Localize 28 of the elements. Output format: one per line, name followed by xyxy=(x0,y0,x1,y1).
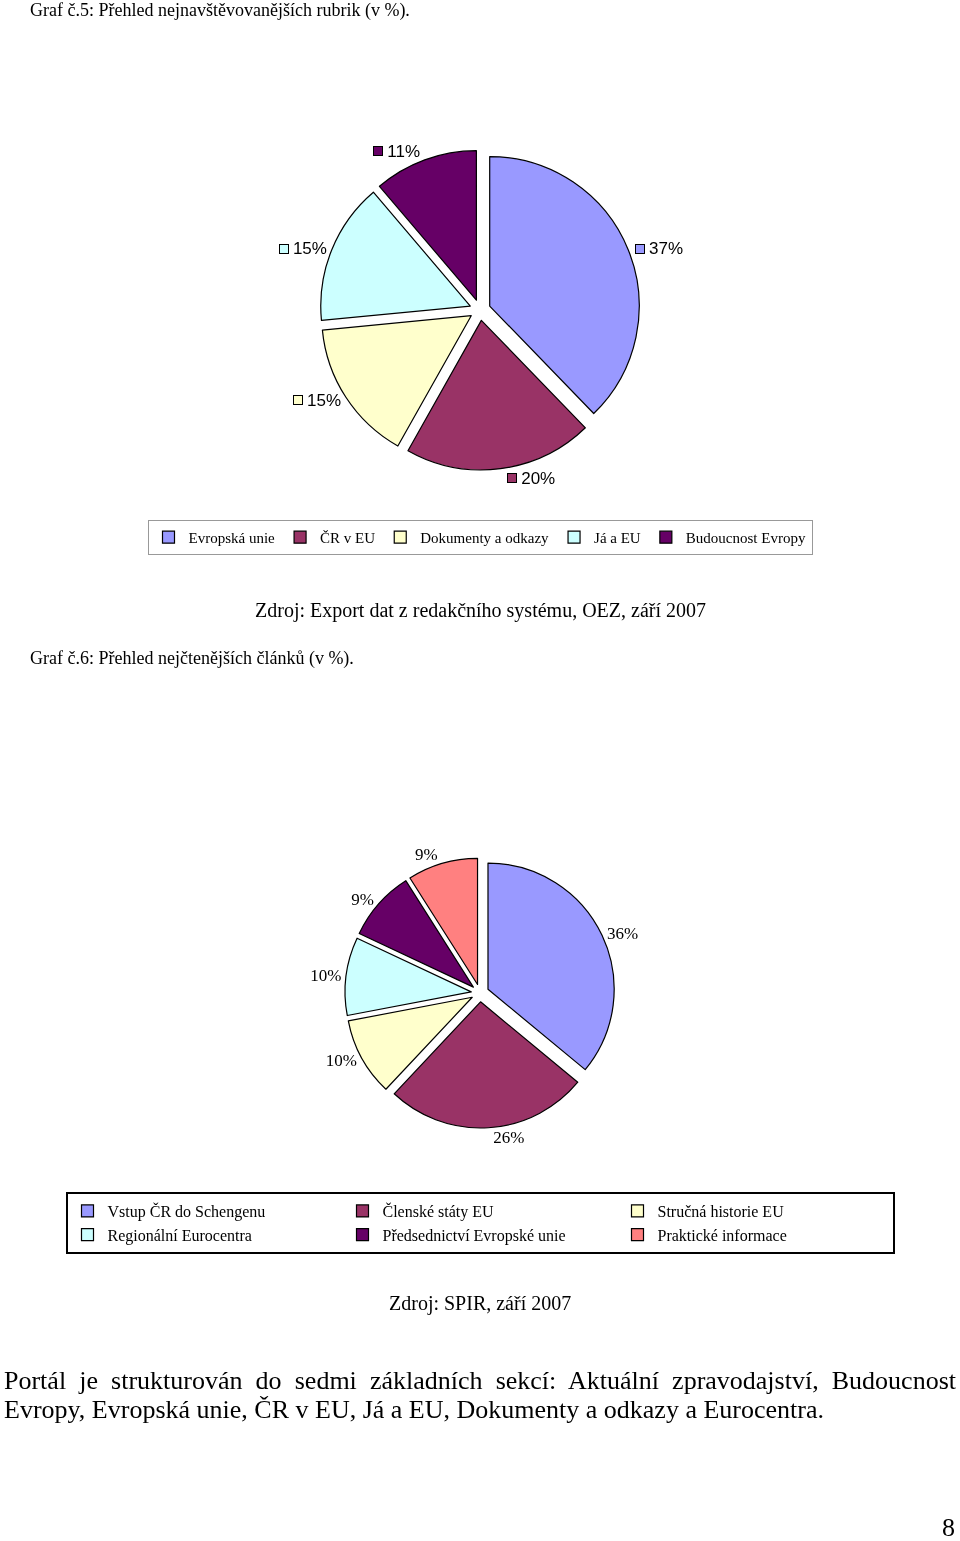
text: Portál je strukturován do sedmi základních sekcí: Aktuální zpravodajství, Budoucnost Evropy, Evropská unie, ČR v EU, Já a EU, Dokumenty a odkazy a Eurocentra. xyxy=(4,1366,956,1425)
text: 8 xyxy=(941,1513,955,1541)
text: Zdroj: Export dat z redakčního systému, OEZ, září 2007 xyxy=(255,599,706,622)
data-label: 9% xyxy=(351,890,374,910)
data-label: 11% xyxy=(387,141,420,161)
data-label: 36% xyxy=(606,924,639,944)
data-label: 37% xyxy=(649,239,684,259)
legend-label: Dokumenty a odkazy xyxy=(420,530,550,547)
legend-label: Vstup ČR do Schengenu xyxy=(107,1202,266,1222)
data-label: 15% xyxy=(292,239,327,259)
legend-label: Stručná historie EU xyxy=(657,1203,785,1221)
legend-label: ČR v EU xyxy=(320,530,376,547)
legend-label: Praktické informace xyxy=(657,1226,787,1244)
data-label: 20% xyxy=(521,468,556,488)
data-label: 10% xyxy=(325,1050,357,1070)
chart-title: Graf č.6: Přehled nejčtenějších článků (v %). xyxy=(30,648,354,669)
legend-label: Já a EU xyxy=(594,530,641,547)
data-label: 15% xyxy=(307,390,342,410)
data-label: 10% xyxy=(310,966,342,986)
data-label: 26% xyxy=(493,1127,525,1147)
data-label: 9% xyxy=(414,845,438,865)
legend-label: Evropská unie xyxy=(188,530,276,547)
legend-label: Regionální Eurocentra xyxy=(107,1226,252,1245)
legend-label: Předsednictví Evropské unie xyxy=(382,1226,566,1245)
chart-title: Graf č.5: Přehled nejnavštěvovanějších rubrik (v %). xyxy=(30,0,410,21)
text: Zdroj: SPIR, září 2007 xyxy=(389,1292,572,1315)
legend-label: Členské státy EU xyxy=(382,1202,495,1222)
legend-label: Budoucnost Evropy xyxy=(685,530,806,547)
